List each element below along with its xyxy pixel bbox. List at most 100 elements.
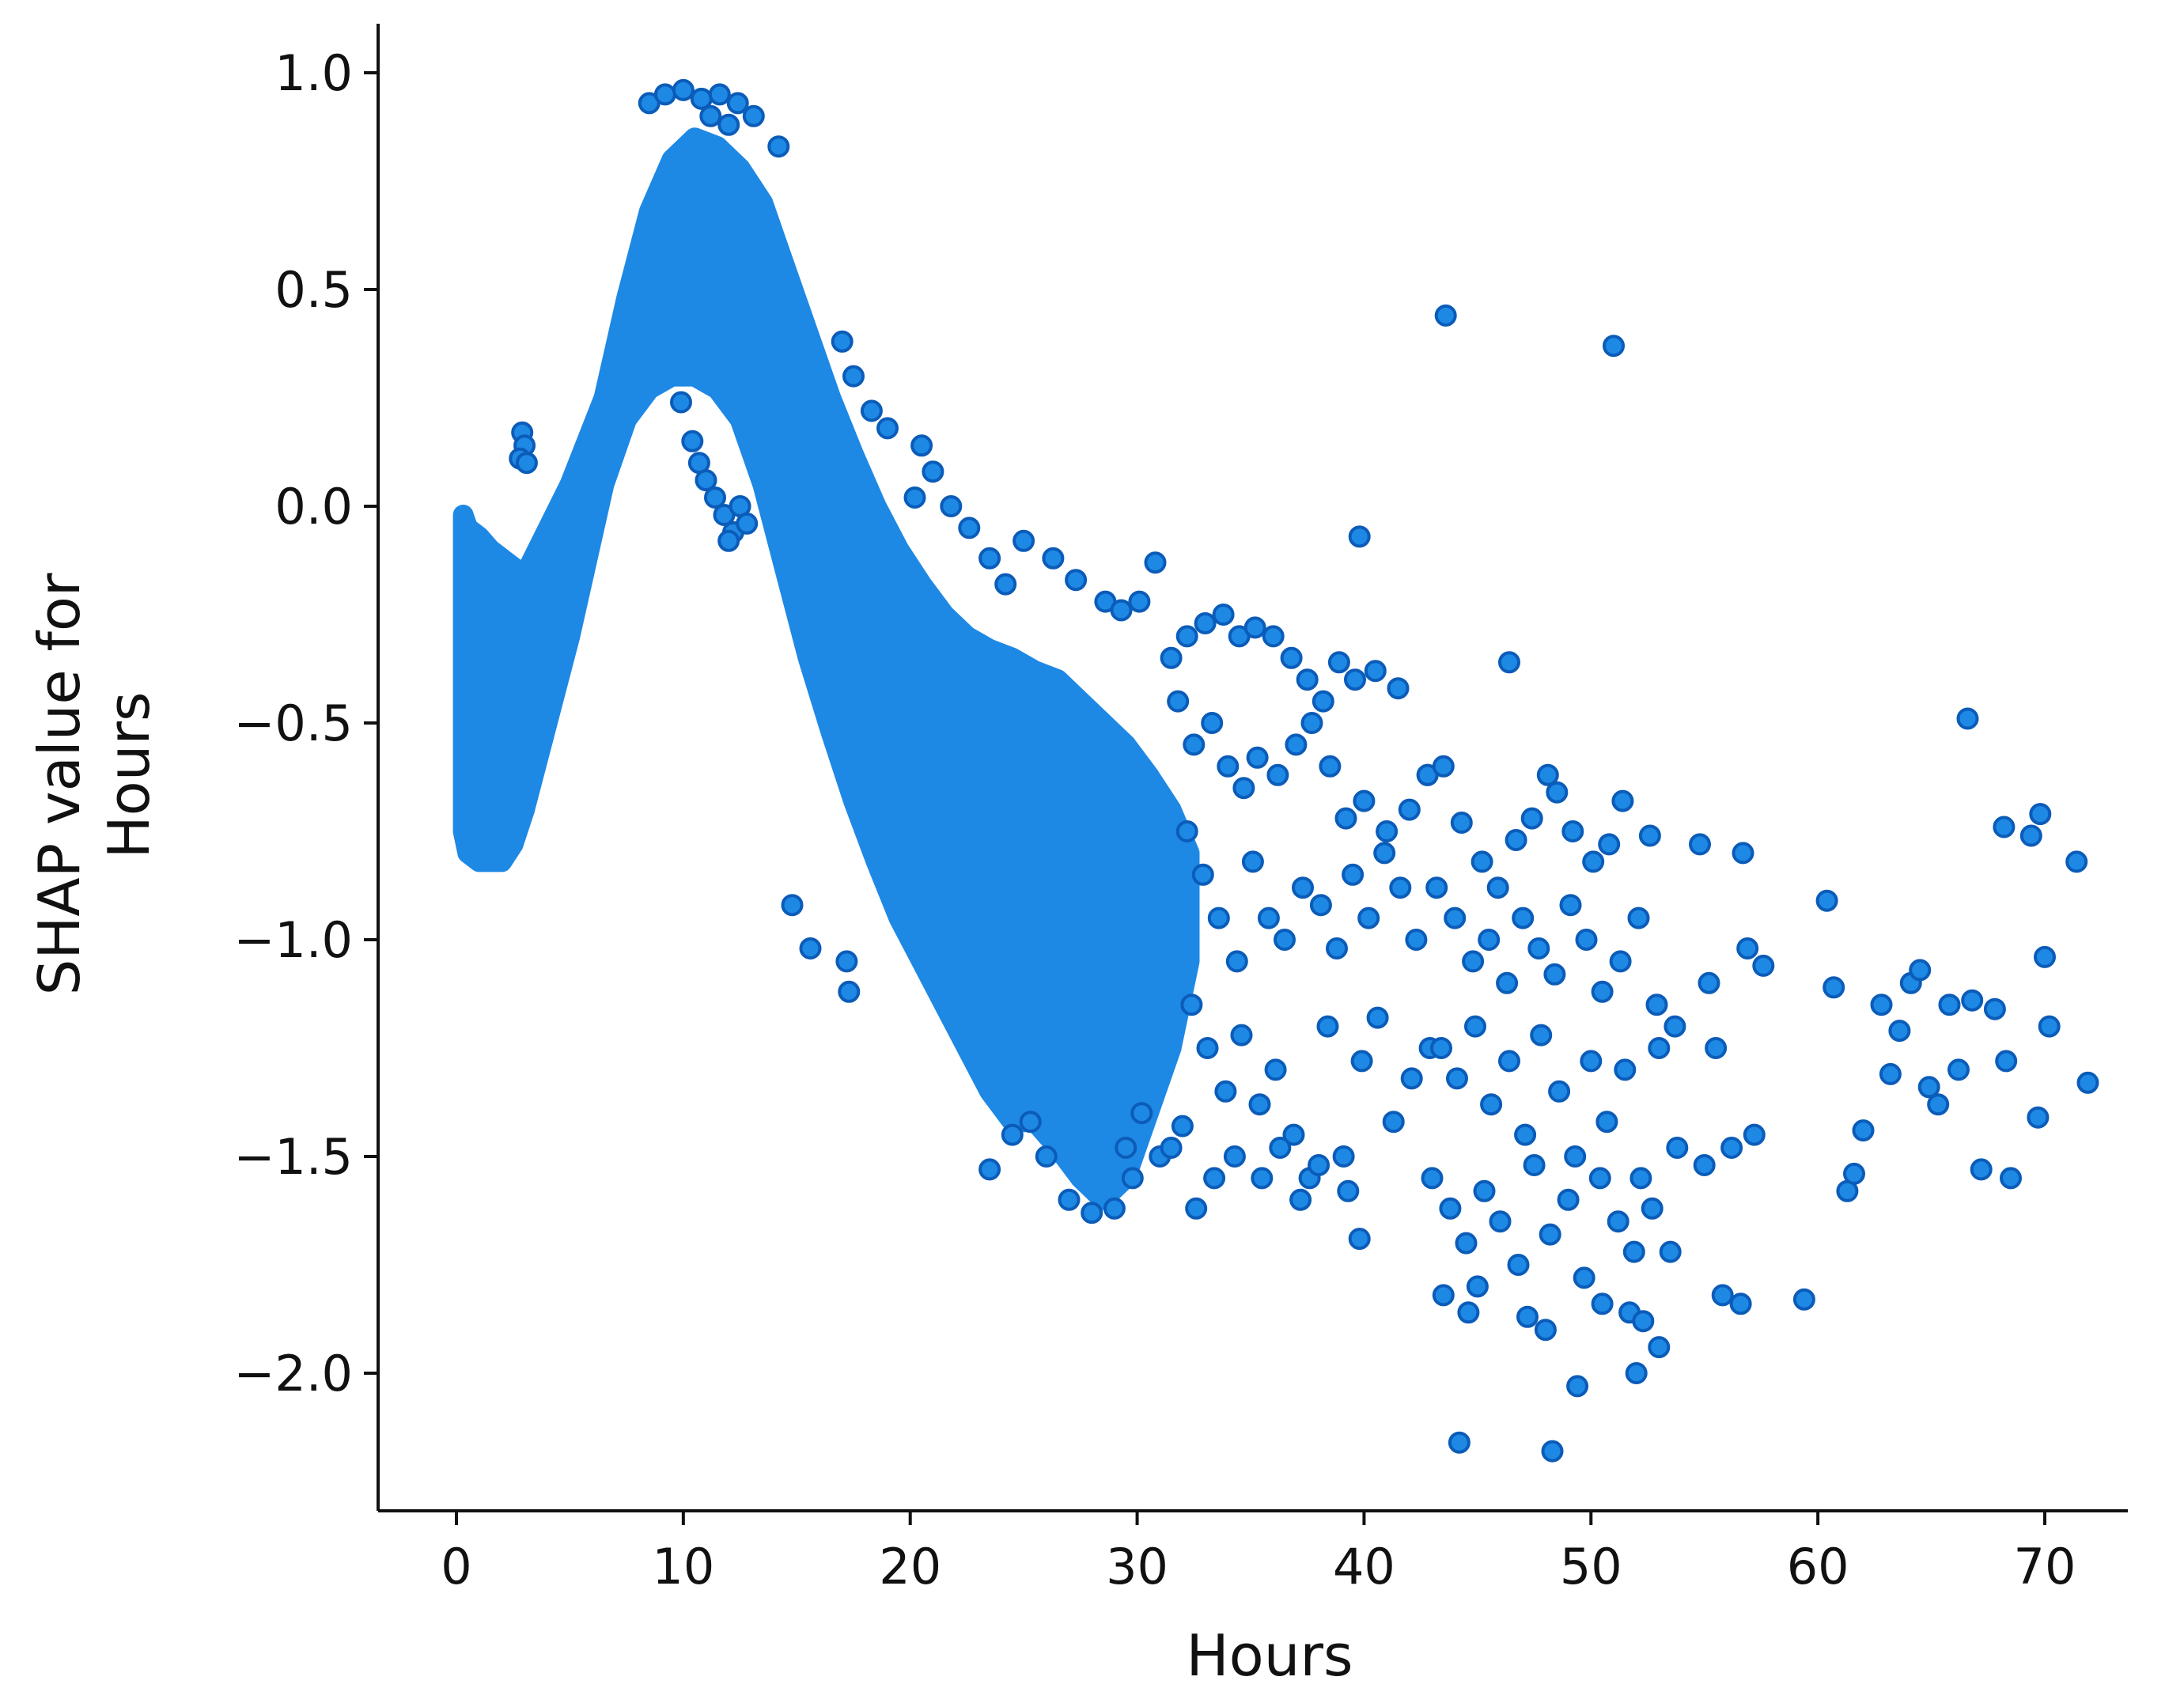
scatter-point-32	[910, 434, 933, 457]
scatter-point-39	[1013, 529, 1035, 552]
scatter-point-241	[2065, 850, 2088, 873]
scatter-point-137	[1520, 807, 1543, 830]
scatter-point-219	[1852, 1119, 1875, 1142]
scatter-point-101	[1389, 876, 1412, 899]
x-tick-label-1: 10	[652, 1538, 714, 1595]
scatter-point-230	[1961, 989, 1984, 1012]
scatter-point-12	[736, 512, 759, 535]
scatter-point-132	[1432, 755, 1455, 778]
scatter-point-181	[1489, 1210, 1512, 1233]
scatter-point-207	[1693, 1154, 1716, 1176]
scatter-point-33	[922, 460, 944, 483]
scatter-point-88	[1175, 820, 1198, 842]
scatter-point-173	[1614, 1058, 1637, 1081]
scatter-point-135	[1486, 876, 1509, 899]
scatter-point-46	[978, 1158, 1001, 1181]
x-tick-label-4: 40	[1333, 1538, 1395, 1595]
scatter-point-209	[1720, 1137, 1743, 1159]
scatter-point-8	[704, 486, 726, 509]
scatter-point-68	[1312, 690, 1334, 713]
scatter-point-7	[695, 469, 717, 492]
scatter-point-194	[1466, 1275, 1489, 1298]
scatter-point-126	[1348, 1228, 1371, 1251]
scatter-point-164	[1464, 1015, 1486, 1038]
x-tick-label-5: 50	[1560, 1538, 1622, 1595]
scatter-point-58	[1171, 1115, 1194, 1137]
scatter-point-145	[1689, 833, 1711, 856]
scatter-point-161	[1664, 1015, 1686, 1038]
scatter-point-43	[1110, 599, 1133, 622]
scatter-point-4	[670, 391, 692, 414]
scatter-point-19	[653, 83, 676, 106]
scatter-point-150	[1478, 929, 1501, 951]
scatter-point-193	[1457, 1301, 1480, 1324]
band-main	[514, 127, 1200, 1210]
scatter-point-120	[1223, 1145, 1246, 1168]
scatter-point-54	[1130, 1102, 1153, 1125]
scatter-point-174	[1629, 1167, 1652, 1190]
scatter-point-34	[903, 486, 926, 509]
scatter-point-228	[1947, 1058, 1970, 1081]
axes: 0 10 20 30 40 50 60 70 1.0 0.5 0.0 −0.5 −1.0 −1.5 −2.…	[233, 24, 2128, 1595]
scatter-point-235	[1995, 1050, 2018, 1073]
scatter-point-50	[1058, 1188, 1081, 1211]
scatter-point-93	[1257, 906, 1280, 929]
scatter-point-118	[1185, 1197, 1208, 1220]
scatter-point-17	[838, 980, 861, 1003]
scatter-point-60	[1175, 625, 1198, 648]
scatter-point-29	[842, 365, 865, 388]
scatter-point-81	[1300, 712, 1323, 734]
y-axis-label-line-2: Hours	[96, 692, 162, 859]
scatter-point-35	[940, 495, 963, 517]
scatter-point-146	[1732, 842, 1754, 865]
scatter-point-232	[1983, 997, 2006, 1020]
scatter-point-196	[1534, 1319, 1557, 1342]
scatter-point-144	[1638, 824, 1661, 847]
scatter-point-47	[1001, 1123, 1024, 1146]
scatter-point-114	[1366, 1006, 1389, 1029]
scatter-point-94	[1274, 929, 1296, 951]
scatter-point-13	[717, 529, 740, 552]
scatter-point-78	[1246, 746, 1269, 769]
scatter-point-100	[1373, 842, 1396, 865]
scatter-point-106	[1230, 1024, 1253, 1047]
y-tick-label-3: −0.5	[233, 695, 353, 752]
scatter-point-182	[1507, 1254, 1530, 1276]
scatter-point-138	[1536, 763, 1559, 786]
scatter-point-89	[1191, 863, 1214, 886]
scatter-point-192	[1432, 1284, 1455, 1307]
scatter-point-26	[699, 104, 722, 127]
scatter-point-141	[1582, 850, 1605, 873]
scatter-point-234	[2000, 1167, 2022, 1190]
scatter-point-166	[1498, 1050, 1520, 1073]
y-ticks: 1.0 0.5 0.0 −0.5 −1.0 −1.5 −2.0	[233, 44, 378, 1402]
scatter-point-116	[1400, 1067, 1423, 1090]
y-axis-label-line-1: SHAP value for	[26, 573, 93, 995]
scatter-point-202	[1541, 1440, 1564, 1463]
scatter-point-215	[1815, 889, 1838, 912]
scatter-point-225	[1917, 1076, 1940, 1099]
scatter-point-108	[1264, 1058, 1287, 1081]
scatter-point-190	[1641, 1197, 1664, 1220]
scatter-point-216	[1823, 976, 1845, 999]
x-ticks: 0 10 20 30 40 50 60 70	[441, 1511, 2076, 1595]
scatter-point-214	[1792, 1288, 1815, 1311]
scatter-point-67	[1296, 668, 1319, 691]
scatter-point-45	[1144, 551, 1167, 574]
scatter-point-239	[2034, 945, 2056, 968]
y-axis-label: SHAP value for Hours	[26, 555, 162, 996]
scatter-point-242	[2076, 1071, 2099, 1094]
scatter-point-176	[1666, 1137, 1689, 1159]
scatter-point-97	[1326, 937, 1348, 959]
scatter-point-201	[1448, 1431, 1471, 1454]
x-tick-label-7: 70	[2014, 1538, 2076, 1595]
scatter-point-167	[1514, 1123, 1537, 1146]
scatter-point-112	[1332, 1145, 1355, 1168]
plot-area	[452, 78, 2099, 1463]
scatter-point-28	[831, 330, 854, 353]
scatter-point-229	[1956, 707, 1979, 730]
scatter-point-49	[1035, 1145, 1058, 1168]
scatter-point-233	[1993, 816, 2016, 838]
scatter-point-27	[717, 113, 740, 136]
scatter-point-186	[1573, 1266, 1595, 1289]
